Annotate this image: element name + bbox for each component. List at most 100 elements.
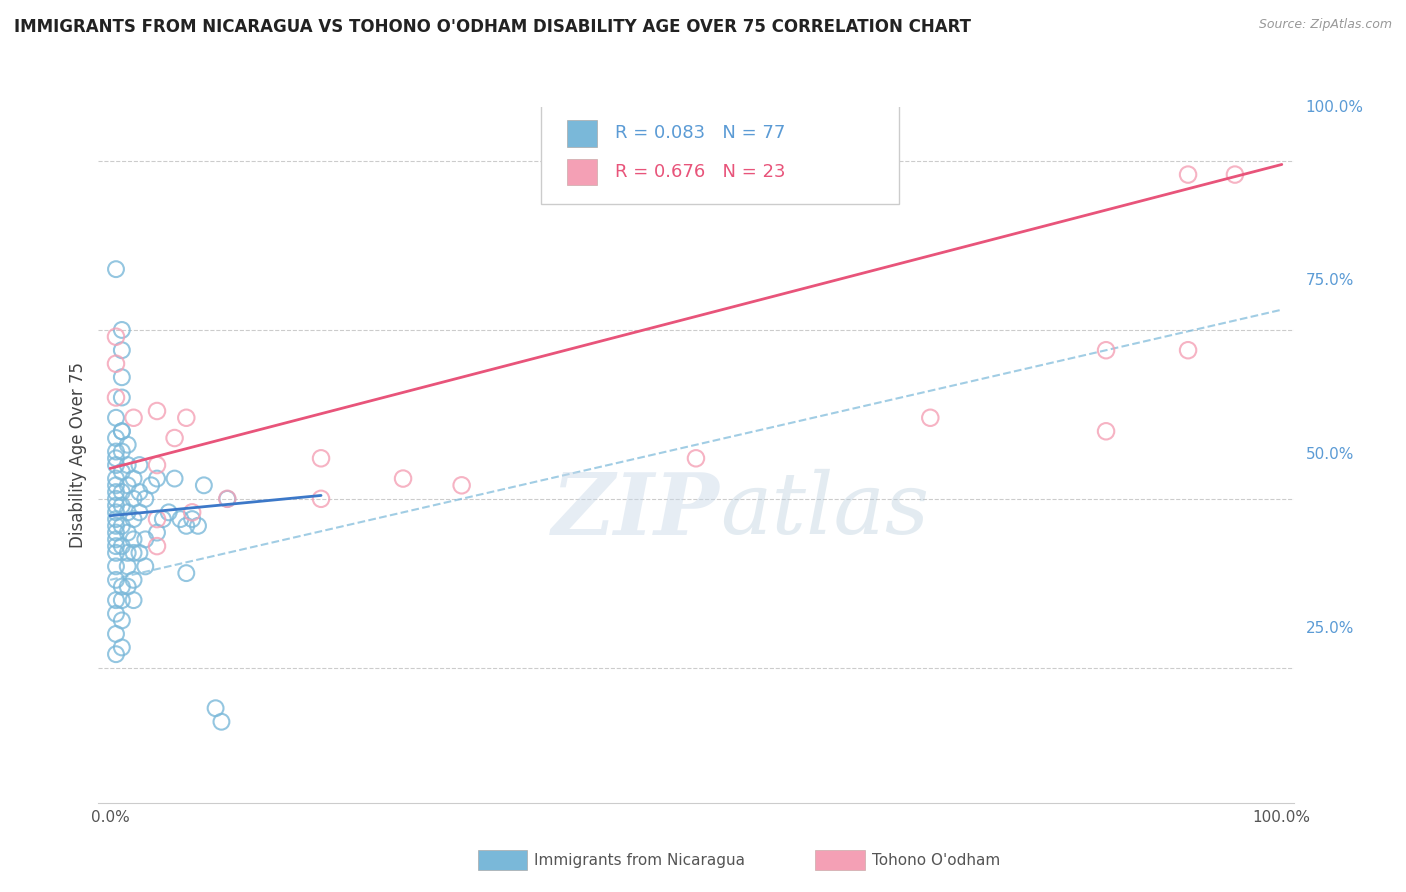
Point — [122, 533, 145, 547]
FancyBboxPatch shape — [540, 100, 900, 204]
Point — [128, 546, 150, 560]
Point — [105, 525, 128, 540]
Point — [146, 525, 169, 540]
Point — [105, 573, 128, 587]
Point — [146, 472, 169, 486]
Point — [111, 539, 134, 553]
Point — [105, 559, 128, 574]
Point — [1177, 168, 1199, 182]
Point — [111, 614, 134, 628]
Point — [105, 505, 128, 519]
Point — [1095, 424, 1118, 438]
Point — [169, 512, 191, 526]
Point — [105, 499, 128, 513]
Point — [117, 546, 139, 560]
Point — [152, 512, 174, 526]
Point — [105, 491, 128, 506]
Point — [111, 323, 134, 337]
Point — [105, 512, 128, 526]
Point — [122, 410, 145, 425]
Text: 75.0%: 75.0% — [1305, 274, 1354, 288]
Point — [105, 451, 128, 466]
Point — [174, 566, 197, 581]
Point — [309, 451, 332, 466]
Point — [309, 491, 332, 506]
Point — [111, 424, 134, 438]
Point — [122, 491, 145, 506]
Point — [105, 472, 128, 486]
Point — [134, 559, 156, 574]
Point — [392, 472, 415, 486]
Point — [174, 410, 197, 425]
Point — [1177, 343, 1199, 358]
Point — [117, 505, 139, 519]
Point — [134, 491, 156, 506]
FancyBboxPatch shape — [567, 159, 596, 185]
Point — [105, 478, 128, 492]
Point — [122, 512, 145, 526]
Point — [146, 512, 169, 526]
Point — [111, 593, 134, 607]
Point — [105, 593, 128, 607]
Point — [105, 329, 128, 343]
Point — [105, 627, 128, 641]
Text: 50.0%: 50.0% — [1305, 448, 1354, 462]
Text: 25.0%: 25.0% — [1305, 622, 1354, 636]
Point — [105, 458, 128, 472]
Text: ZIP: ZIP — [553, 469, 720, 552]
Text: Tohono O'odham: Tohono O'odham — [872, 854, 1000, 868]
Y-axis label: Disability Age Over 75: Disability Age Over 75 — [69, 362, 87, 548]
Point — [105, 539, 128, 553]
Point — [128, 505, 150, 519]
Point — [157, 505, 180, 519]
FancyBboxPatch shape — [815, 850, 865, 870]
Point — [146, 404, 169, 418]
Point — [146, 458, 169, 472]
Point — [163, 431, 186, 445]
Text: R = 0.083   N = 77: R = 0.083 N = 77 — [614, 125, 785, 143]
Point — [111, 580, 134, 594]
Point — [217, 491, 239, 506]
Point — [122, 546, 145, 560]
Point — [105, 262, 128, 277]
Point — [111, 444, 134, 458]
Point — [117, 580, 139, 594]
Point — [111, 485, 134, 500]
Point — [146, 539, 169, 553]
Point — [105, 444, 128, 458]
Point — [111, 391, 134, 405]
Point — [117, 438, 139, 452]
Point — [181, 505, 204, 519]
Point — [122, 573, 145, 587]
Text: R = 0.676   N = 23: R = 0.676 N = 23 — [614, 162, 785, 181]
Point — [105, 485, 128, 500]
Point — [111, 424, 134, 438]
Point — [111, 465, 134, 479]
Point — [122, 472, 145, 486]
Text: Source: ZipAtlas.com: Source: ZipAtlas.com — [1258, 18, 1392, 31]
Text: Immigrants from Nicaragua: Immigrants from Nicaragua — [534, 854, 745, 868]
Point — [128, 485, 150, 500]
Point — [141, 478, 163, 492]
Point — [1095, 343, 1118, 358]
Point — [128, 458, 150, 472]
Point — [174, 519, 197, 533]
Point — [193, 478, 215, 492]
Point — [134, 533, 156, 547]
FancyBboxPatch shape — [478, 850, 527, 870]
Point — [685, 451, 707, 466]
FancyBboxPatch shape — [567, 120, 596, 146]
Point — [105, 431, 128, 445]
Point — [105, 533, 128, 547]
Point — [111, 343, 134, 358]
Point — [111, 519, 134, 533]
Point — [1223, 168, 1246, 182]
Point — [217, 491, 239, 506]
Point — [204, 701, 226, 715]
Point — [105, 546, 128, 560]
Text: IMMIGRANTS FROM NICARAGUA VS TOHONO O'ODHAM DISABILITY AGE OVER 75 CORRELATION C: IMMIGRANTS FROM NICARAGUA VS TOHONO O'OD… — [14, 18, 972, 36]
Point — [163, 472, 186, 486]
Point — [211, 714, 233, 729]
Point — [117, 478, 139, 492]
Point — [122, 593, 145, 607]
